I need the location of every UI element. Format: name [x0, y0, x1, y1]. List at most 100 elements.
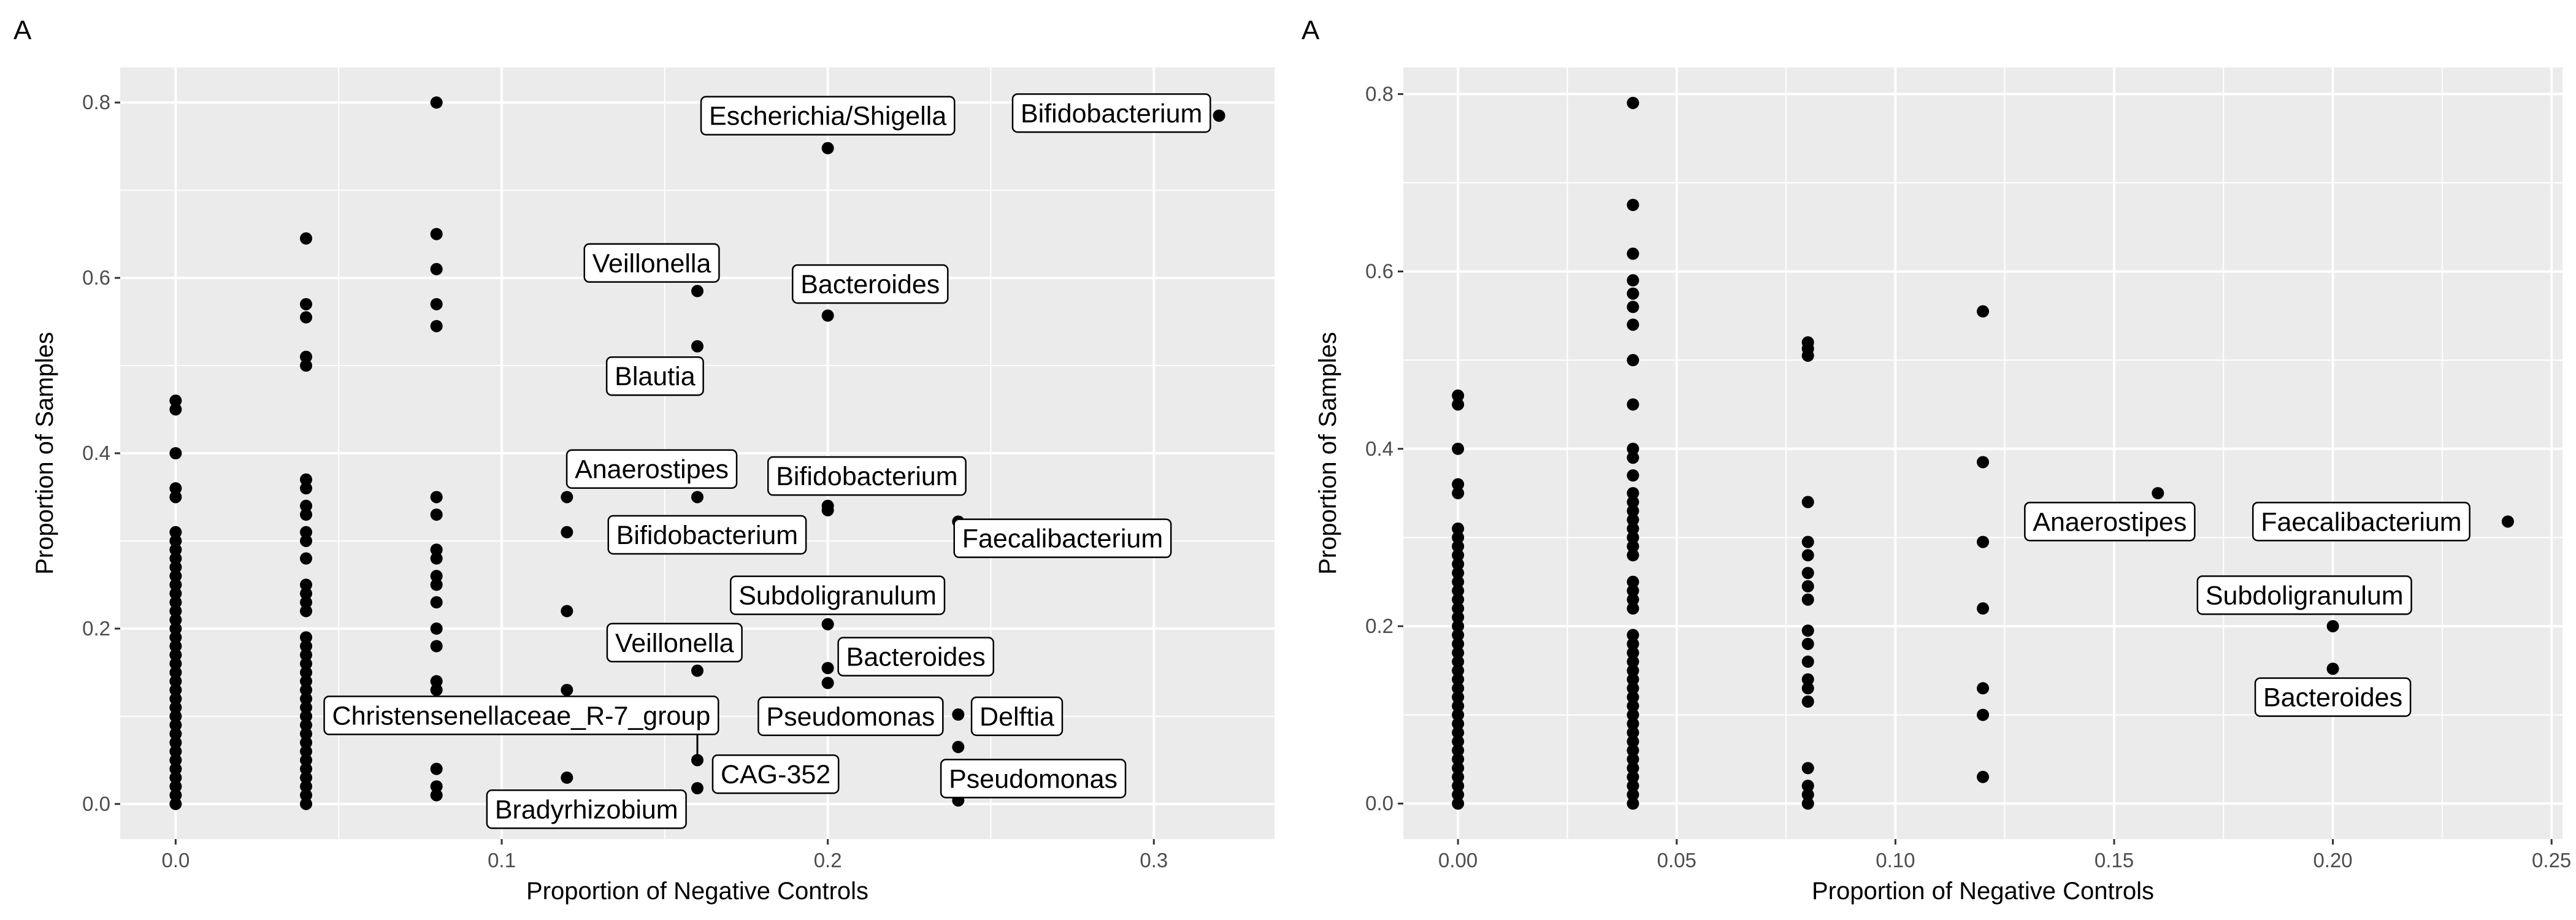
point-label: Faecalibacterium — [953, 518, 1172, 558]
data-point — [300, 311, 313, 324]
data-point — [1627, 575, 1639, 588]
data-point — [430, 320, 443, 332]
scatter-panel-left: A 0.0 0.1 0.2 0.3 0.0 0.2 0.4 0.6 0.8 Escherichi… — [13, 15, 1275, 905]
x-tick-label: 0.20 — [2313, 849, 2352, 872]
point-label-text: Bifidobacterium — [1021, 99, 1202, 128]
data-point — [1452, 593, 1465, 606]
point-label-box — [606, 623, 743, 663]
point-label: Faecalibacterium — [2252, 502, 2471, 542]
data-point — [821, 309, 834, 322]
data-point — [430, 622, 443, 635]
data-point — [821, 142, 834, 155]
data-point — [1627, 726, 1639, 739]
data-point — [169, 526, 182, 539]
data-point — [561, 605, 573, 618]
data-point — [1452, 682, 1465, 695]
panel-tag-left: A — [13, 15, 32, 45]
data-point — [1627, 797, 1639, 810]
data-point — [300, 762, 313, 775]
point-label-box — [757, 696, 944, 737]
point-label-box — [607, 515, 807, 555]
point-label-box — [791, 264, 949, 304]
data-point — [300, 499, 313, 512]
data-point — [691, 491, 703, 504]
data-point — [1801, 673, 1814, 686]
data-point — [1452, 797, 1465, 810]
point-label: Pseudomonas — [757, 696, 944, 737]
data-point — [1801, 637, 1814, 650]
data-point — [300, 508, 313, 521]
y-tick-label: 0.8 — [82, 91, 110, 113]
data-point — [1801, 535, 1814, 548]
data-point — [1452, 762, 1465, 775]
point-label-box — [953, 518, 1172, 558]
data-point — [1452, 522, 1465, 535]
y-tick-label: 0.4 — [82, 442, 110, 464]
data-point — [300, 657, 313, 670]
scatter-panel-right: A 0.00 0.05 0.10 0.15 0.20 0.250.00.20.40.60.… — [1301, 15, 2571, 905]
data-point — [1452, 398, 1465, 411]
data-point — [430, 596, 443, 609]
point-label-text: Faecalibacterium — [2261, 507, 2461, 537]
data-point — [169, 447, 182, 459]
y-tick-label: 0.2 — [1365, 615, 1393, 637]
data-point — [300, 710, 313, 723]
data-point — [2326, 662, 2339, 675]
data-point — [430, 96, 443, 109]
point-label-box — [700, 96, 956, 136]
y-tick-label: 0.2 — [82, 617, 110, 640]
data-point — [169, 613, 182, 626]
data-point — [1452, 575, 1465, 588]
data-point — [169, 570, 182, 583]
data-point — [169, 403, 182, 416]
data-points-right — [1452, 96, 2514, 810]
point-label-text: Faecalibacterium — [962, 524, 1163, 554]
data-point — [1801, 567, 1814, 580]
data-point — [1627, 540, 1639, 553]
data-point — [1627, 442, 1639, 455]
point-label-text: Bradyrhizobium — [495, 795, 678, 824]
data-point — [1627, 549, 1639, 562]
data-point — [300, 692, 313, 705]
data-point — [1452, 770, 1465, 783]
data-point — [1452, 619, 1465, 632]
data-point — [1627, 522, 1639, 535]
point-labels-left: Escherichia/Shigella Bifidobacterium Veill… — [323, 93, 1211, 829]
data-point — [300, 473, 313, 486]
point-label-box — [729, 575, 946, 615]
data-point — [169, 561, 182, 573]
data-point — [169, 736, 182, 749]
point-label-box — [2196, 575, 2412, 615]
data-point — [1627, 735, 1639, 748]
data-point — [169, 789, 182, 802]
data-point — [1801, 797, 1814, 810]
x-tick-label: 0.00 — [1438, 849, 1478, 872]
data-point — [1627, 585, 1639, 597]
data-point — [1801, 762, 1814, 775]
point-label-box — [2252, 502, 2471, 542]
data-point — [1452, 718, 1465, 730]
point-label-box — [583, 243, 720, 283]
data-point — [169, 701, 182, 714]
x-tick-label: 0.3 — [1140, 849, 1168, 872]
y-tick-label: 0.6 — [82, 266, 110, 289]
data-point — [300, 797, 313, 810]
point-label-box — [940, 759, 1127, 799]
data-point — [1801, 549, 1814, 562]
data-point — [1452, 744, 1465, 757]
data-point — [1627, 700, 1639, 713]
data-point — [169, 482, 182, 495]
data-point — [691, 285, 703, 297]
data-point — [169, 692, 182, 705]
data-point — [300, 701, 313, 714]
x-tick-label: 0.10 — [1876, 849, 1915, 872]
data-point — [169, 657, 182, 670]
data-point — [821, 618, 834, 631]
data-point — [169, 631, 182, 644]
gridlines-right — [1403, 67, 2563, 839]
data-point — [1452, 611, 1465, 624]
data-point — [300, 587, 313, 600]
data-point — [430, 570, 443, 583]
data-point — [1627, 451, 1639, 464]
data-point — [300, 297, 313, 310]
